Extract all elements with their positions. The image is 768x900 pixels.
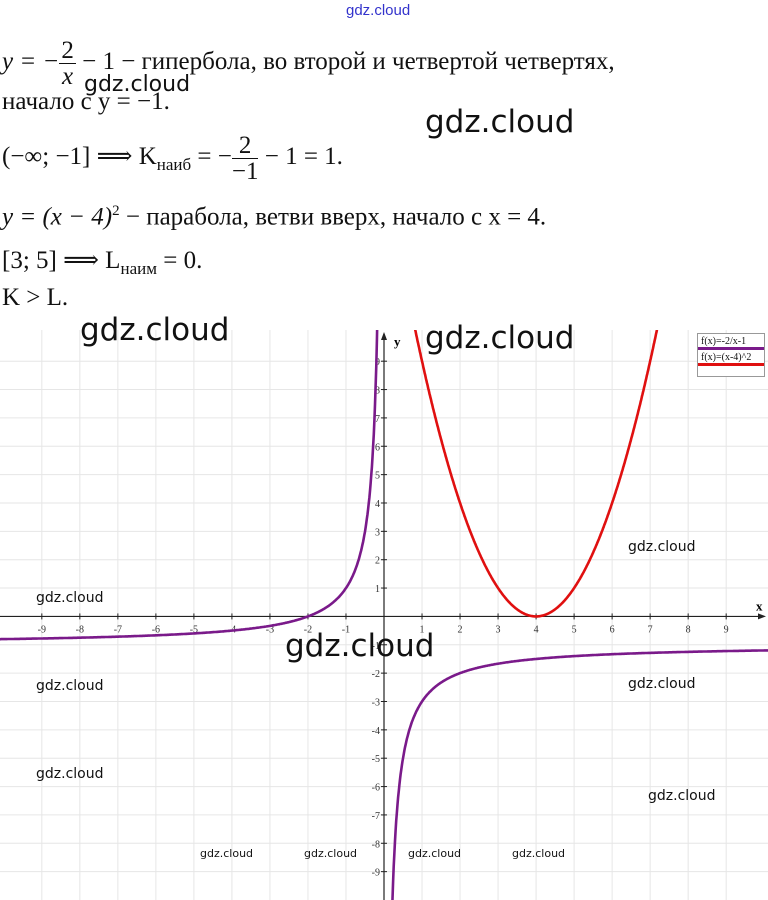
- x-tick-label: 4: [534, 624, 539, 635]
- watermark: gdz.cloud: [84, 72, 191, 97]
- y-tick-label: 7: [375, 414, 380, 425]
- line-l-min: [3; 5] ⟹ Lнаим = 0.: [2, 247, 203, 278]
- x-tick-label: 2: [458, 624, 463, 635]
- watermark: gdz.cloud: [425, 320, 575, 356]
- legend-item-parabola: f(x)=(x-4)^2: [698, 350, 764, 366]
- watermark: gdz.cloud: [36, 678, 104, 694]
- x-tick-label: -3: [266, 624, 274, 635]
- watermark: gdz.cloud: [80, 312, 230, 348]
- x-tick-label: -9: [38, 624, 46, 635]
- y-tick-label: -1: [372, 641, 380, 652]
- line-k-max: (−∞; −1] ⟹ Kнаиб = −2 −1 − 1 = 1.: [2, 132, 343, 185]
- y-tick-label: -8: [372, 839, 380, 850]
- watermark: gdz.cloud: [408, 847, 462, 860]
- x-tick-label: -2: [304, 624, 312, 635]
- watermark: gdz.cloud: [304, 847, 358, 860]
- x-tick-label: 3: [496, 624, 501, 635]
- watermark: gdz.cloud: [285, 628, 435, 664]
- y-tick-label: 8: [375, 386, 380, 397]
- y-axis-arrow: [381, 332, 387, 340]
- x-tick-label: 1: [420, 624, 425, 635]
- line-conclusion: K > L.: [2, 284, 69, 311]
- line-hyperbola: y = −2 x − 1 − гипербола, во второй и чет…: [2, 37, 615, 90]
- x-tick-label: 6: [610, 624, 615, 635]
- x-axis-label: x: [756, 598, 763, 613]
- legend-item-hyperbola: f(x)=-2/x-1: [698, 334, 764, 350]
- x-tick-label: 5: [572, 624, 577, 635]
- y-tick-label: -4: [372, 726, 380, 737]
- hyperbola-right-branch: [391, 649, 768, 900]
- x-tick-label: -7: [114, 624, 122, 635]
- parabola-curve: [413, 330, 659, 618]
- x-tick-label: -8: [76, 624, 84, 635]
- watermark: gdz.cloud: [628, 539, 696, 555]
- y-tick-label: 1: [375, 584, 380, 595]
- watermark: gdz.cloud: [36, 766, 104, 782]
- y-tick-label: -6: [372, 783, 380, 794]
- y-tick-label: -9: [372, 868, 380, 879]
- line-parabola: y = (x − 4)2 − парабола, ветви вверх, на…: [2, 203, 547, 231]
- y-tick-label: 5: [375, 471, 380, 482]
- legend: f(x)=-2/x-1 f(x)=(x-4)^2: [697, 333, 765, 377]
- x-tick-label: -5: [190, 624, 198, 635]
- y-tick-label: -5: [372, 754, 380, 765]
- y-tick-label: 2: [375, 556, 380, 567]
- watermark: gdz.cloud: [36, 590, 104, 606]
- watermark: gdz.cloud: [648, 788, 716, 804]
- function-plot: x y -9 -8 -7 -6 -5 -4 -3 -2 -1 1 2 3 4 5 6 7 8 9 -9 -8 -7 -6 -5 -…: [0, 330, 768, 900]
- watermark: gdz.cloud: [512, 847, 566, 860]
- y-axis-label: y: [394, 334, 401, 349]
- watermark: gdz.cloud: [200, 847, 254, 860]
- watermark: gdz.cloud: [628, 676, 696, 692]
- y-tick-label: -3: [372, 697, 380, 708]
- x-tick-label: 7: [648, 624, 653, 635]
- x-axis-arrow: [758, 613, 766, 620]
- x-tick-label: -6: [152, 624, 160, 635]
- y-tick-label: 3: [375, 527, 380, 538]
- x-tick-label: 8: [686, 624, 691, 635]
- y-tick-label: -2: [372, 669, 380, 680]
- watermark: gdz.cloud: [425, 104, 575, 140]
- y-tick-label: -7: [372, 811, 380, 822]
- y-tick-label: 4: [375, 499, 380, 510]
- x-tick-label: -1: [342, 624, 350, 635]
- watermark: gdz.cloud: [346, 2, 411, 19]
- y-tick-label: 6: [375, 442, 380, 453]
- hyperbola-left-branch: [0, 330, 379, 641]
- line-hyperbola-start: начало с y = −1.: [2, 88, 170, 115]
- x-tick-label: 9: [724, 624, 729, 635]
